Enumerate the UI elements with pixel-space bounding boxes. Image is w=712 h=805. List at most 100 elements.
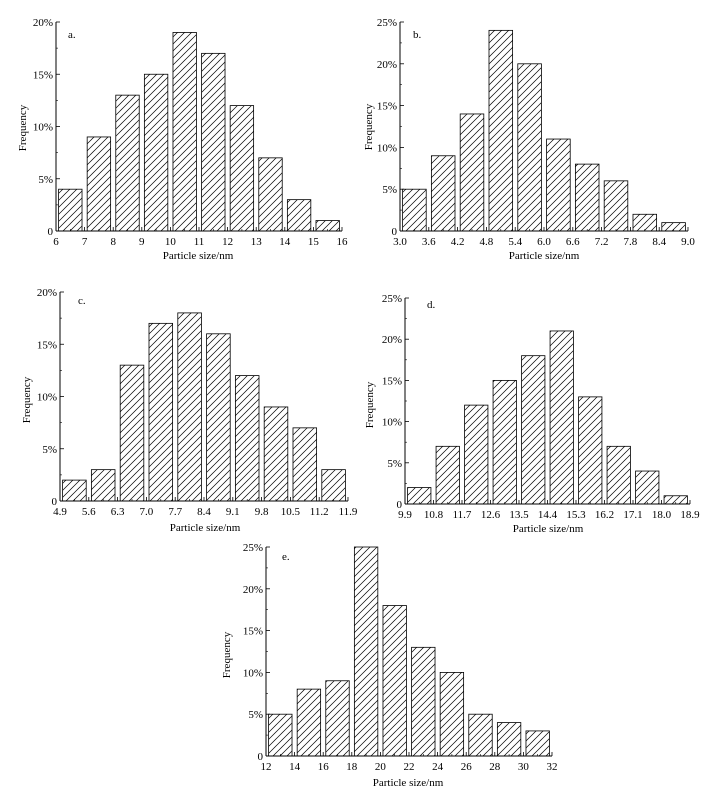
panel-d-x-tick-label-6: 15.3 <box>566 509 586 521</box>
panel-c-bar-4 <box>177 312 202 502</box>
panel-c-bar-3 <box>148 322 174 502</box>
panel-c-x-tick-label-10: 11.9 <box>339 506 358 518</box>
panel-b-x-tick-label-0: 3.0 <box>393 236 407 248</box>
panel-b-x-tick-label-8: 7.8 <box>624 236 638 248</box>
panel-b-y-tick-label-3: 15% <box>377 101 397 113</box>
panel-e-y-tick-label-5: 25% <box>243 542 263 554</box>
panel-d-y-tick-label-5: 25% <box>382 293 402 305</box>
panel-d-bar-5 <box>549 330 574 505</box>
panel-e-ylabel: Frequency <box>221 631 233 678</box>
panel-d-x-tick-label-8: 17.1 <box>623 509 642 521</box>
panel-c-x-tick-label-9: 11.2 <box>310 506 329 518</box>
panel-c-bar-8 <box>292 427 318 502</box>
panel-d-bar-4 <box>521 355 546 505</box>
panel-a-tag: a. <box>68 29 76 41</box>
panel-a-bar-0 <box>58 188 83 232</box>
panel-b-bar-0 <box>402 188 427 232</box>
panel-a-x-tick-label-6: 12 <box>222 236 233 248</box>
panel-c-x-tick-label-4: 7.7 <box>168 506 182 518</box>
panel-c-x-tick-label-1: 5.6 <box>82 506 96 518</box>
panel-e-x-tick-label-2: 16 <box>318 761 330 773</box>
panel-d-bar-1 <box>435 445 460 505</box>
panel-d-x-tick-label-0: 9.9 <box>398 509 412 521</box>
panel-b-x-tick-label-1: 3.6 <box>422 236 436 248</box>
panel-d-x-tick-label-7: 16.2 <box>595 509 614 521</box>
panel-e: e. Frequency Particle size/nm 0 5% 10% 15% 2… <box>221 542 558 789</box>
panel-e-x-tick-label-0: 12 <box>261 761 272 773</box>
panel-c-ylabel: Frequency <box>21 376 33 423</box>
panel-b-x-tick-label-10: 9.0 <box>681 236 695 248</box>
panel-b-y-tick-label-1: 5% <box>382 184 397 196</box>
panel-d-ylabel: Frequency <box>364 381 376 428</box>
panel-e-x-tick-label-10: 32 <box>547 761 558 773</box>
panel-c-bar-1 <box>90 469 116 502</box>
panel-e-y-tick-label-0: 0 <box>258 751 264 763</box>
panel-c-x-tick-label-8: 10.5 <box>281 506 301 518</box>
panel-c-bar-6 <box>234 375 260 502</box>
panel-a-x-tick-label-5: 11 <box>194 236 205 248</box>
panel-b: b. Frequency Particle size/nm 0 5% 10% 15% 2… <box>363 17 695 262</box>
panel-e-y-tick-label-4: 20% <box>243 584 263 596</box>
panel-d-y-tick-label-0: 0 <box>397 499 403 511</box>
panel-e-x-tick-label-3: 18 <box>346 761 358 773</box>
panel-e-bar-5 <box>411 646 436 757</box>
panel-a-bar-1 <box>86 136 112 232</box>
panel-d-x-tick-label-3: 12.6 <box>481 509 501 521</box>
panel-a-y-tick-label-0: 0 <box>48 226 54 238</box>
panel-c-tag: c. <box>78 295 86 307</box>
panel-d-x-tick-label-10: 18.9 <box>680 509 700 521</box>
panel-a-bar-8 <box>286 199 312 232</box>
panel-b-xlabel: Particle size/nm <box>509 250 580 262</box>
panel-b-ylabel: Frequency <box>363 103 375 150</box>
panel-e-y-tick-label-3: 15% <box>243 626 263 638</box>
panel-c-y-tick-label-1: 5% <box>42 444 57 456</box>
panel-b-tag: b. <box>413 29 422 41</box>
panel-a-x-tick-label-10: 16 <box>337 236 349 248</box>
panel-a-y-tick-label-2: 10% <box>33 122 53 134</box>
panel-e-tag: e. <box>282 551 290 563</box>
panel-b-x-tick-label-6: 6.6 <box>566 236 580 248</box>
panel-b-x-tick-label-9: 8.4 <box>652 236 666 248</box>
panel-d-bar-6 <box>578 396 603 505</box>
panel-a-ylabel: Frequency <box>17 104 29 151</box>
panel-b-x-tick-label-3: 4.8 <box>480 236 494 248</box>
panel-d-xlabel: Particle size/nm <box>513 523 584 535</box>
panel-d-x-tick-label-2: 11.7 <box>453 509 472 521</box>
panel-c-x-tick-label-0: 4.9 <box>53 506 67 518</box>
panel-e-bar-8 <box>496 722 522 757</box>
panel-c-x-tick-label-6: 9.1 <box>226 506 240 518</box>
panel-b-x-tick-label-5: 6.0 <box>537 236 551 248</box>
panel-d-x-tick-label-4: 13.5 <box>509 509 529 521</box>
panel-c-bar-7 <box>263 406 289 502</box>
panel-a-bar-4 <box>172 32 197 232</box>
panel-e-bar-9 <box>525 730 550 757</box>
panel-e-x-tick-label-1: 14 <box>289 761 301 773</box>
panel-b-bar-6 <box>574 163 600 232</box>
panel-b-y-tick-label-4: 20% <box>377 59 397 71</box>
panel-d-y-tick-label-1: 5% <box>387 458 402 470</box>
panel-a-x-tick-label-1: 7 <box>82 236 88 248</box>
panel-a-x-tick-label-2: 8 <box>110 236 116 248</box>
panel-a-y-tick-label-3: 15% <box>33 69 53 81</box>
panel-e-y-tick-label-2: 10% <box>243 667 263 679</box>
panel-c-x-tick-label-2: 6.3 <box>111 506 125 518</box>
panel-e-bar-2 <box>325 680 350 757</box>
panel-c-bar-2 <box>119 364 145 502</box>
panel-a-bar-6 <box>229 105 255 232</box>
panel-b-bar-4 <box>517 63 542 232</box>
panel-d-y-tick-label-2: 10% <box>382 417 402 429</box>
panel-d-bar-3 <box>492 379 517 505</box>
panel-e-x-tick-label-5: 22 <box>404 761 415 773</box>
panel-a-x-tick-label-9: 15 <box>308 236 320 248</box>
panel-e-bar-0 <box>268 713 293 757</box>
panel-e-bar-4 <box>382 605 407 757</box>
panel-c-x-tick-label-5: 8.4 <box>197 506 211 518</box>
panel-e-bar-3 <box>353 546 379 757</box>
panel-e-y-tick-label-1: 5% <box>248 709 263 721</box>
panel-d-bar-8 <box>635 470 660 505</box>
panel-a-x-tick-label-8: 14 <box>279 236 291 248</box>
panel-d-x-tick-label-5: 14.4 <box>538 509 558 521</box>
panel-c: c. Frequency Particle size/nm 0 5% 10% 15% 2… <box>21 287 358 534</box>
panel-b-y-tick-label-0: 0 <box>392 226 398 238</box>
